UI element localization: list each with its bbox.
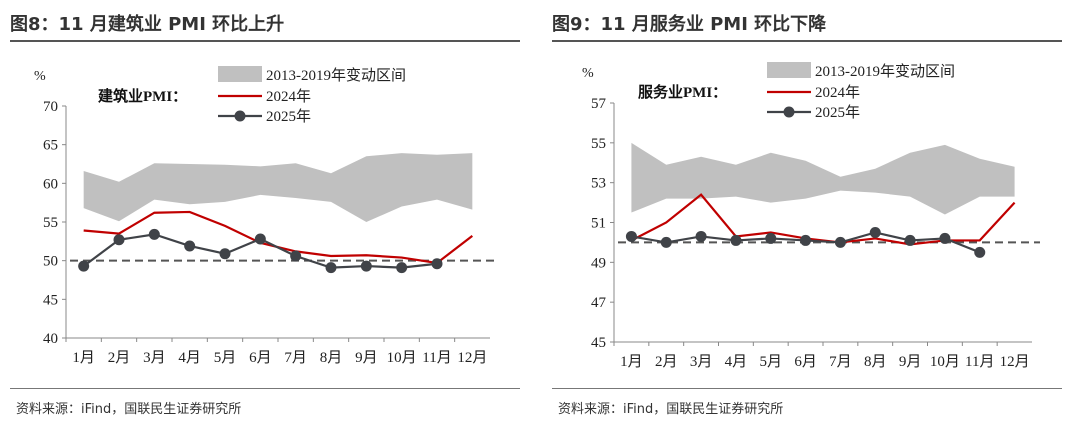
legend-swatch-band xyxy=(767,62,811,78)
legend-swatch-band xyxy=(218,66,262,82)
x-tick-label: 9月 xyxy=(899,354,922,370)
x-tick-label: 8月 xyxy=(864,354,887,370)
x-tick-label: 3月 xyxy=(143,350,166,366)
y-unit-label: % xyxy=(34,69,46,84)
data-point xyxy=(360,260,372,272)
data-point xyxy=(254,233,266,245)
y-tick-label: 60 xyxy=(43,176,58,192)
band-area xyxy=(631,142,1015,215)
data-point xyxy=(290,250,302,262)
data-point xyxy=(325,262,337,274)
chart-panel-construction: 图8：11 月建筑业 PMI 环比上升 40 45 50 55 60 65 70% 1月 2月 3… xyxy=(10,0,530,427)
legend-label: 2024年 xyxy=(266,88,311,105)
y-tick-label: 55 xyxy=(591,136,606,152)
x-tick-label: 1月 xyxy=(620,354,643,370)
divider xyxy=(10,40,520,42)
x-tick-label: 10月 xyxy=(930,354,960,370)
legend-label: 2025年 xyxy=(815,104,860,121)
source-note: 资料来源：iFind，国联民生证券研究所 xyxy=(16,402,242,417)
x-tick-label: 10月 xyxy=(387,350,417,366)
series-line xyxy=(83,210,474,265)
divider xyxy=(552,40,1062,42)
y-tick-label: 47 xyxy=(591,295,607,311)
legend-label: 2025年 xyxy=(266,108,311,125)
legend-marker xyxy=(234,110,246,122)
y-unit-label: % xyxy=(582,66,594,81)
data-point xyxy=(184,240,196,252)
source-note: 资料来源：iFind，国联民生证券研究所 xyxy=(558,402,784,417)
y-tick-label: 70 xyxy=(43,99,58,115)
data-point xyxy=(730,234,742,246)
y-tick-label: 45 xyxy=(591,335,606,351)
x-tick-label: 7月 xyxy=(829,354,852,370)
band-area xyxy=(83,153,473,222)
x-tick-label: 4月 xyxy=(178,350,201,366)
x-tick-label: 6月 xyxy=(249,350,272,366)
data-point xyxy=(625,230,637,242)
y-tick-label: 49 xyxy=(591,255,606,271)
x-tick-label: 11月 xyxy=(422,350,451,366)
data-point xyxy=(431,258,443,270)
legend-label: 2024年 xyxy=(815,84,860,101)
y-tick-label: 50 xyxy=(43,254,58,270)
divider xyxy=(552,388,1062,389)
data-point xyxy=(939,232,951,244)
y-tick-label: 53 xyxy=(591,176,606,192)
x-tick-label: 5月 xyxy=(214,350,237,366)
y-tick-label: 45 xyxy=(43,292,58,308)
x-tick-label: 9月 xyxy=(355,350,378,366)
data-point xyxy=(904,234,916,246)
data-point xyxy=(834,236,846,248)
data-point xyxy=(800,234,812,246)
chart-svg: 40 45 50 55 60 65 70% 1月 2月 3月 4月 5月 6月 7月 8月 9月 10月 11月 1… xyxy=(34,66,498,366)
x-tick-label: 4月 xyxy=(725,354,748,370)
x-tick-label: 11月 xyxy=(965,354,994,370)
data-point xyxy=(695,230,707,242)
chart-title: 图8：11 月建筑业 PMI 环比上升 xyxy=(10,14,285,35)
x-tick-label: 7月 xyxy=(284,350,307,366)
x-tick-label: 8月 xyxy=(320,350,343,366)
x-tick-label: 12月 xyxy=(457,350,487,366)
data-point xyxy=(113,234,125,246)
x-tick-label: 6月 xyxy=(794,354,817,370)
y-tick-label: 57 xyxy=(591,96,607,112)
data-point xyxy=(869,226,881,238)
data-point xyxy=(219,248,231,260)
legend-marker xyxy=(783,106,795,118)
data-point xyxy=(765,232,777,244)
y-tick-label: 55 xyxy=(43,215,58,231)
data-point xyxy=(396,262,408,274)
chart-title: 图9：11 月服务业 PMI 环比下降 xyxy=(552,14,827,35)
y-tick-label: 40 xyxy=(43,331,58,347)
divider xyxy=(10,388,520,389)
y-tick-label: 65 xyxy=(43,138,58,154)
data-point xyxy=(660,236,672,248)
x-tick-label: 1月 xyxy=(72,350,95,366)
x-tick-label: 3月 xyxy=(690,354,713,370)
legend-label: 2013-2019年变动区间 xyxy=(266,67,406,84)
x-tick-label: 5月 xyxy=(759,354,782,370)
x-tick-label: 12月 xyxy=(1000,354,1030,370)
data-point xyxy=(148,228,160,240)
x-tick-label: 2月 xyxy=(655,354,678,370)
chart-panel-services: 图9：11 月服务业 PMI 环比下降 45 47 49 51 53 55 57% 1月 2月 3… xyxy=(552,0,1072,427)
inner-label: 服务业PMI： xyxy=(638,83,727,101)
chart-svg: 45 47 49 51 53 55 57% 1月 2月 3月 4月 5月 6月 7月 8月 9月 10月 11月 1… xyxy=(582,62,1040,370)
legend-label: 2013-2019年变动区间 xyxy=(815,63,955,80)
y-tick-label: 51 xyxy=(591,216,606,232)
inner-label: 建筑业PMI： xyxy=(98,87,187,105)
x-tick-label: 2月 xyxy=(108,350,131,366)
data-point xyxy=(78,260,90,272)
data-point xyxy=(974,246,986,258)
